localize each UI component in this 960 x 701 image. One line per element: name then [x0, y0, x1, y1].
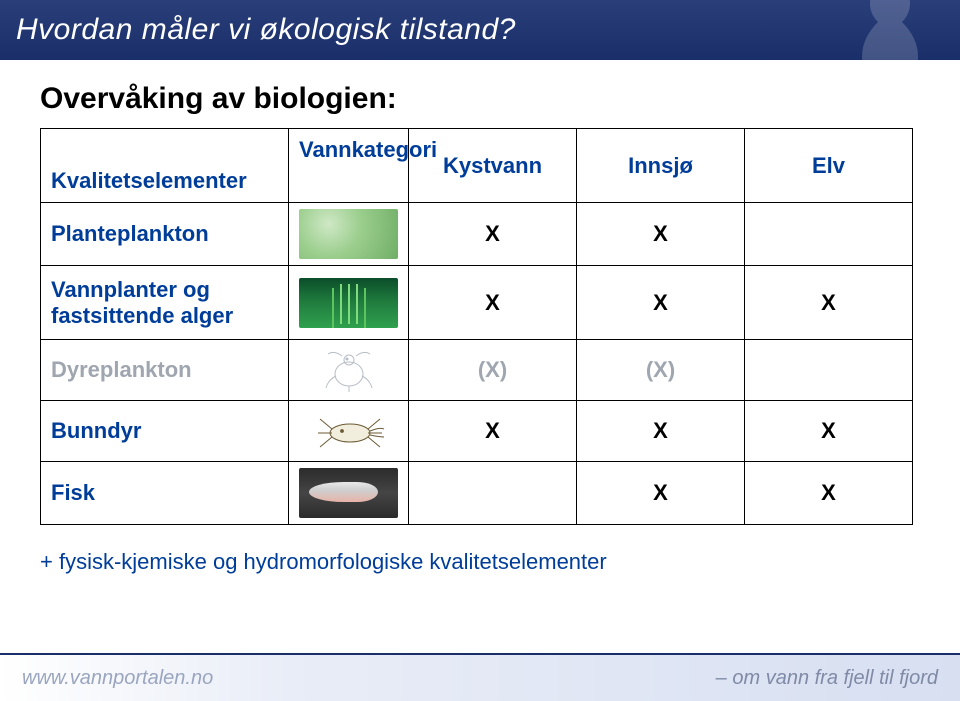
slide-header: Hvordan måler vi økologisk tilstand?: [0, 0, 960, 60]
algae-photo-icon: [299, 278, 398, 328]
row-image-zooplankton: [289, 340, 409, 401]
section-title: Overvåking av biologien:: [40, 82, 920, 116]
row-label-dyreplankton: Dyreplankton: [41, 340, 289, 401]
zooplankton-lineart-icon: [314, 346, 384, 394]
cell-fisk-innsjo: X: [577, 462, 745, 525]
row-label-bunndyr: Bunndyr: [41, 401, 289, 462]
slide-title: Hvordan måler vi økologisk tilstand?: [16, 13, 516, 47]
row-image-plankton: [289, 203, 409, 266]
cell-vannplanter-kystvann: X: [409, 266, 577, 340]
table-header-row: Kvalitetselementer Vannkategori Kystvann…: [41, 129, 913, 203]
header-col-elv: Elv: [745, 129, 913, 203]
row-label-planteplankton: Planteplankton: [41, 203, 289, 266]
table-row: Dyreplankton: [41, 340, 913, 401]
row-image-benthic: [289, 401, 409, 462]
header-watermark-vase-icon: [830, 0, 950, 60]
plankton-photo-icon: [299, 209, 398, 259]
biology-table: Kvalitetselementer Vannkategori Kystvann…: [40, 128, 913, 525]
cell-dyreplankton-innsjo: (X): [577, 340, 745, 401]
cell-planteplankton-innsjo: X: [577, 203, 745, 266]
cell-fisk-kystvann: [409, 462, 577, 525]
cell-bunndyr-kystvann: X: [409, 401, 577, 462]
cell-dyreplankton-kystvann: (X): [409, 340, 577, 401]
cell-vannplanter-innsjo: X: [577, 266, 745, 340]
row-image-fish: [289, 462, 409, 525]
footer-tagline: – om vann fra fjell til fjord: [716, 667, 938, 690]
table-row: Bunndyr X X X: [41, 401, 913, 462]
cell-planteplankton-kystvann: X: [409, 203, 577, 266]
cell-vannplanter-elv: X: [745, 266, 913, 340]
row-label-vannplanter: Vannplanter og fastsittende alger: [41, 266, 289, 340]
footer-url: www.vannportalen.no: [22, 667, 213, 690]
header-row-label: Kvalitetselementer: [41, 129, 289, 203]
cell-dyreplankton-elv: [745, 340, 913, 401]
slide-footer: www.vannportalen.no – om vann fra fjell …: [0, 653, 960, 701]
footnote-text: + fysisk-kjemiske og hydromorfologiske k…: [40, 549, 920, 575]
row-label-fisk: Fisk: [41, 462, 289, 525]
cell-bunndyr-innsjo: X: [577, 401, 745, 462]
slide-content: Overvåking av biologien: Kvalitetselemen…: [0, 60, 960, 575]
cell-bunndyr-elv: X: [745, 401, 913, 462]
table-row: Planteplankton X X: [41, 203, 913, 266]
header-col-innsjo: Innsjø: [577, 129, 745, 203]
header-category-label: Vannkategori: [289, 129, 409, 203]
benthic-lineart-icon: [310, 407, 388, 455]
cell-planteplankton-elv: [745, 203, 913, 266]
table-row: Vannplanter og fastsittende alger X X X: [41, 266, 913, 340]
table-row: Fisk X X: [41, 462, 913, 525]
cell-fisk-elv: X: [745, 462, 913, 525]
fish-photo-icon: [299, 468, 398, 518]
row-image-algae: [289, 266, 409, 340]
